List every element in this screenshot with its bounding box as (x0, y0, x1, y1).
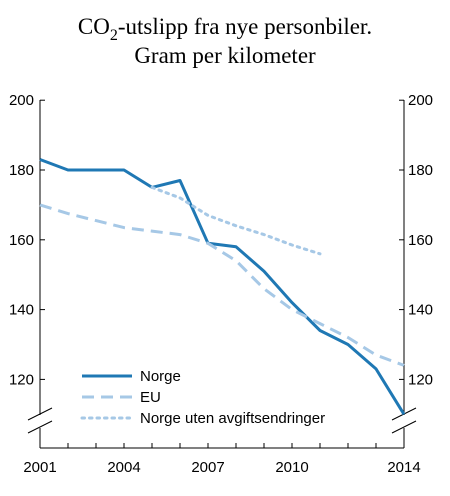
y-tick-label-left: 120 (9, 371, 34, 388)
chart-title-suffix: -utslipp fra nye personbiler. (118, 14, 372, 39)
y-tick-label-left: 180 (9, 162, 34, 179)
x-tick-label: 2004 (107, 459, 140, 476)
x-tick-label: 2007 (191, 459, 224, 476)
y-tick-label-left: 140 (9, 302, 34, 319)
chart-subtitle: Gram per kilometer (134, 43, 316, 68)
chart-title-subscript: 2 (110, 27, 118, 44)
y-tick-label-right: 140 (408, 302, 433, 319)
x-tick-label: 2010 (275, 459, 308, 476)
y-tick-label-right: 160 (408, 232, 433, 249)
legend: Norge EU Norge uten avgiftsendringer (80, 368, 325, 427)
axes (27, 99, 417, 449)
legend-label-3: Norge uten avgiftsendringer (140, 410, 325, 427)
x-tick-label: 2001 (23, 459, 56, 476)
chart-title-prefix: CO (78, 14, 110, 39)
series-line-2 (39, 203, 405, 367)
tick-labels: 120 120 140 140 160 160 180 180 200 200 2001 2004 20… (9, 92, 433, 476)
x-tick-label: 2014 (387, 459, 420, 476)
axis-break-left-2 (27, 420, 53, 434)
chart-title: CO2-utslipp fra nye personbiler. (78, 14, 372, 44)
series-lines (39, 158, 406, 416)
series-line-3 (150, 185, 322, 256)
y-tick-label-right: 120 (408, 371, 433, 388)
y-tick-label-left: 200 (9, 92, 34, 109)
axis-break-left-1 (27, 407, 53, 421)
chart-title-group: CO2-utslipp fra nye personbiler. Gram pe… (78, 14, 372, 68)
series-line-1 (39, 158, 406, 416)
legend-label-1: Norge (140, 368, 181, 385)
y-tick-label-right: 180 (408, 162, 433, 179)
legend-label-2: EU (140, 389, 161, 406)
y-tick-label-right: 200 (408, 92, 433, 109)
y-tick-label-left: 160 (9, 232, 34, 249)
axis-break-right-2 (391, 420, 417, 434)
